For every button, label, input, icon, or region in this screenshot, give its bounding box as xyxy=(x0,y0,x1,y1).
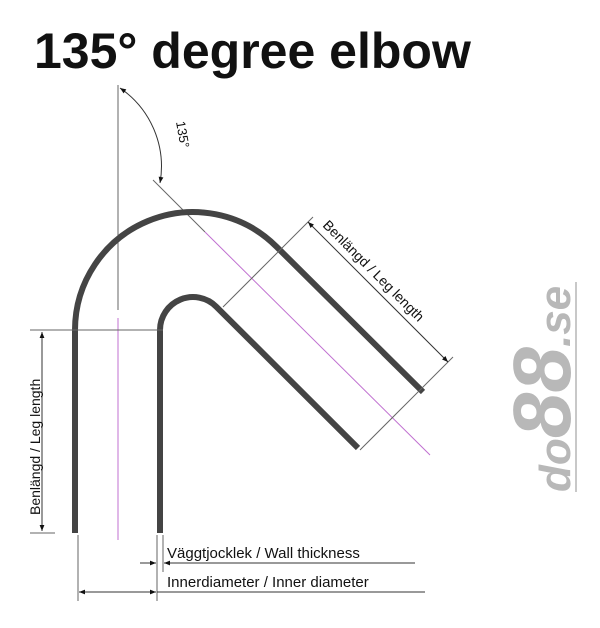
svg-text:do88.se: do88.se xyxy=(497,286,588,492)
angle-label: 135° xyxy=(173,120,192,149)
pipe xyxy=(72,209,426,533)
title: 135° degree elbow xyxy=(34,23,471,79)
wall-thickness-label: Väggtjocklek / Wall thickness xyxy=(167,545,360,562)
section-lines xyxy=(30,216,454,601)
do88-logo: do88.se xyxy=(497,282,588,492)
inner-diameter-label: Innerdiameter / Inner diameter xyxy=(167,574,369,591)
leg-length-dimension-diagonal xyxy=(307,221,449,363)
leg-length-label-vertical: Benlängd / Leg length xyxy=(27,379,43,515)
inner-wall xyxy=(157,294,361,533)
angle-arc xyxy=(119,87,164,184)
outer-wall xyxy=(72,209,426,533)
